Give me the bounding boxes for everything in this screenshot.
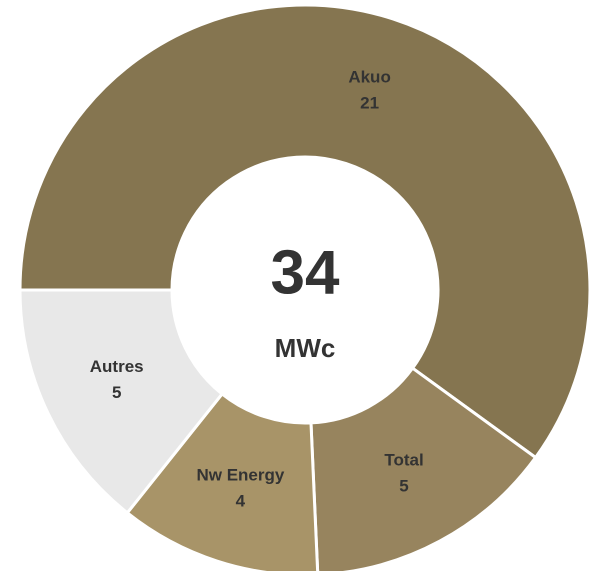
slice — [125, 391, 320, 571]
center-unit: MWc — [275, 333, 336, 363]
slice — [18, 288, 225, 515]
slice-label: Akuo — [348, 68, 391, 87]
slices — [18, 3, 592, 571]
center-value: 34 — [271, 238, 340, 307]
slice — [18, 3, 592, 460]
slice-label: Total — [384, 451, 423, 470]
slice-value: 21 — [360, 94, 379, 113]
slice — [309, 366, 538, 571]
slice-value: 5 — [112, 383, 121, 402]
slice-value: 4 — [236, 491, 246, 510]
slice-value: 5 — [399, 477, 408, 496]
slice-label: Autres — [90, 357, 144, 376]
slice-label: Nw Energy — [196, 465, 284, 484]
